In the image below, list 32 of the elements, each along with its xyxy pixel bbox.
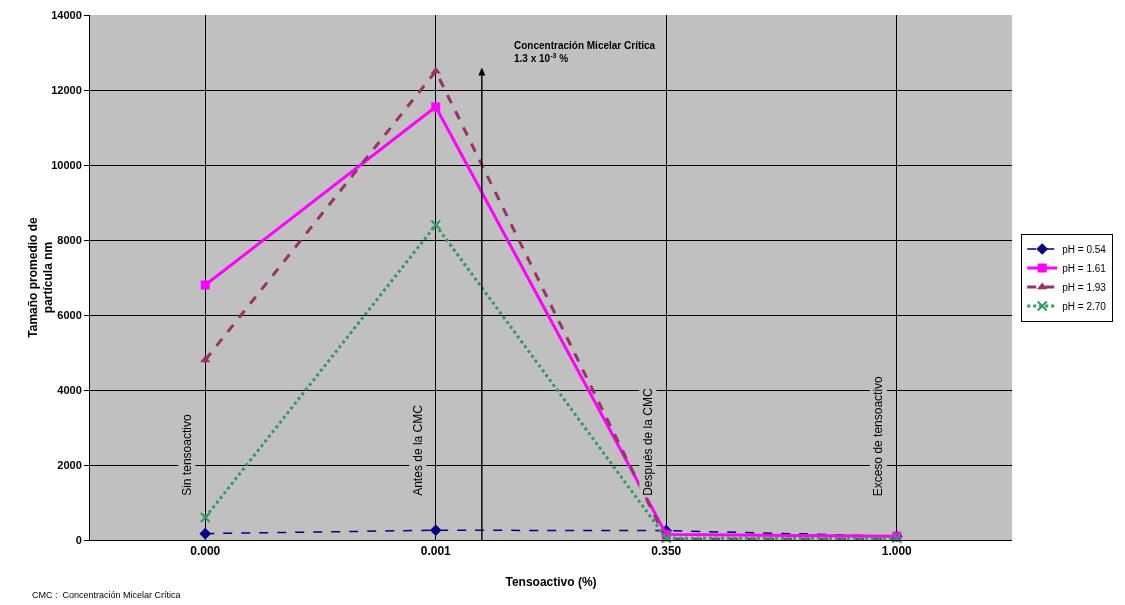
x-tick-label: 0.001 — [420, 544, 452, 559]
y-tick-label: 8000 — [57, 233, 82, 246]
y-tick-label: 10000 — [51, 158, 82, 171]
point — [199, 512, 211, 523]
legend-label: pH = 1.61 — [1062, 262, 1107, 274]
annotation: Antes de la CMC — [410, 404, 425, 496]
y-tick-label: 6000 — [57, 308, 82, 321]
y-tick-label: 14000 — [51, 8, 82, 21]
y-tick-label: 2000 — [57, 458, 82, 471]
x-tick-label: 0.350 — [651, 544, 682, 559]
y-tick-label: 4000 — [57, 383, 82, 396]
legend-label: pH = 2.70 — [1062, 300, 1107, 312]
point — [429, 524, 442, 537]
legend-label: pH = 0.54 — [1062, 243, 1107, 255]
point — [200, 280, 210, 290]
text: CMC : Concentración Micelar Crítica — [32, 590, 181, 600]
x-tick-label: 0.000 — [190, 544, 221, 559]
point — [431, 102, 441, 112]
point — [430, 219, 442, 231]
point — [199, 527, 212, 540]
annotation: Sin tensoactivo — [179, 414, 194, 496]
y-axis-title: Tamaño promedio de partícula nm — [25, 216, 56, 338]
point — [200, 355, 211, 363]
point — [430, 66, 441, 74]
annotation: Después de la CMC — [640, 388, 655, 496]
y-tick-label: 12000 — [51, 83, 82, 96]
annotation: Concentración Micelar Crítica 1.3 x 10$^{-3}$ % — [514, 40, 656, 64]
x-tick-label: 1.000 — [881, 544, 913, 559]
legend-label: pH = 1.93 — [1062, 281, 1107, 293]
y-tick-label: 0 — [75, 533, 82, 546]
x-axis-title: Tensoactivo (%) — [505, 575, 597, 589]
annotation: Exceso de tensoactivo — [871, 375, 886, 497]
